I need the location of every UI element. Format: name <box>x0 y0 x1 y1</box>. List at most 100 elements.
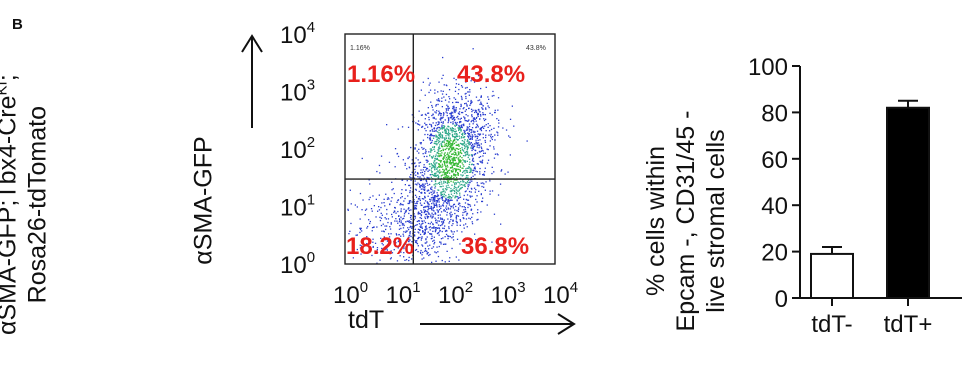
density-dot <box>493 95 494 96</box>
density-dot <box>475 127 476 128</box>
density-dot <box>468 180 469 181</box>
density-dot <box>387 199 388 200</box>
density-dot <box>448 130 449 131</box>
density-dot <box>478 147 479 148</box>
density-dot <box>422 252 423 253</box>
density-dot <box>383 231 384 232</box>
density-dot <box>474 134 475 135</box>
density-dot <box>467 91 468 92</box>
density-dot <box>494 214 495 215</box>
density-dot <box>445 207 446 208</box>
bar-y-tick-label: 100 <box>748 54 788 81</box>
density-dot <box>497 110 498 111</box>
density-dot <box>421 220 422 221</box>
density-dot <box>462 164 463 165</box>
density-dot <box>482 126 483 127</box>
density-dot <box>425 218 426 219</box>
density-dot <box>452 102 453 103</box>
density-dot <box>420 225 421 226</box>
density-dot <box>444 142 445 143</box>
density-dot <box>421 218 422 219</box>
density-dot <box>452 149 453 150</box>
density-dot <box>458 128 459 129</box>
density-dot <box>441 197 442 198</box>
density-dot <box>436 196 437 197</box>
density-dot <box>428 232 429 233</box>
density-dot <box>442 198 443 199</box>
density-dot <box>428 213 429 214</box>
density-dot <box>425 200 426 201</box>
density-dot <box>446 94 447 95</box>
density-dot <box>434 237 435 238</box>
density-dot <box>470 182 471 183</box>
density-dot <box>488 123 489 124</box>
density-dot <box>400 211 401 212</box>
density-dot <box>460 156 461 157</box>
density-dot <box>427 206 428 207</box>
density-dot <box>452 171 453 172</box>
density-dot <box>473 123 474 124</box>
density-dot <box>436 206 437 207</box>
density-dot <box>467 177 468 178</box>
density-dot <box>454 97 455 98</box>
density-dot <box>452 108 453 109</box>
density-dot <box>478 133 479 134</box>
density-dot <box>458 187 459 188</box>
density-dot <box>465 182 466 183</box>
density-dot <box>389 226 390 227</box>
density-dot <box>437 131 438 132</box>
density-dot <box>456 192 457 193</box>
density-dot <box>456 222 457 223</box>
density-dot <box>436 222 437 223</box>
density-dot <box>379 209 380 210</box>
density-dot <box>457 139 458 140</box>
density-dot <box>492 114 493 115</box>
density-dot <box>498 122 499 123</box>
density-dot <box>425 248 426 249</box>
density-dot <box>479 118 480 119</box>
density-dot <box>453 118 454 119</box>
density-dot <box>436 122 437 123</box>
density-dot <box>448 197 449 198</box>
density-dot <box>435 164 436 165</box>
density-dot <box>441 211 442 212</box>
density-dot <box>384 205 385 206</box>
density-dot <box>446 160 447 161</box>
density-dot <box>388 197 389 198</box>
density-dot <box>471 111 472 112</box>
density-dot <box>464 228 465 229</box>
density-dot <box>460 184 461 185</box>
density-dot <box>359 228 360 229</box>
density-dot <box>477 182 478 183</box>
density-dot <box>440 192 441 193</box>
density-dot <box>438 142 439 143</box>
density-dot <box>474 131 475 132</box>
density-dot <box>447 251 448 252</box>
density-dot <box>467 152 468 153</box>
density-dot <box>414 235 415 236</box>
density-dot <box>448 208 449 209</box>
density-dot <box>481 201 482 202</box>
density-dot <box>416 242 417 243</box>
density-dot <box>438 147 439 148</box>
density-dot <box>471 188 472 189</box>
density-dot <box>441 126 442 127</box>
density-dot <box>462 149 463 150</box>
density-dot <box>423 257 424 258</box>
density-dot <box>438 82 439 83</box>
density-dot <box>482 160 483 161</box>
density-dot <box>410 180 411 181</box>
density-dot <box>430 140 431 141</box>
density-dot <box>420 203 421 204</box>
density-dot <box>444 165 445 166</box>
density-dot <box>475 143 476 144</box>
density-dot <box>441 150 442 151</box>
density-dot <box>489 180 490 181</box>
density-dot <box>462 212 463 213</box>
density-dot <box>391 197 392 198</box>
density-dot <box>426 180 427 181</box>
density-dot <box>429 193 430 194</box>
density-dot <box>448 180 449 181</box>
density-dot <box>485 137 486 138</box>
density-dot <box>473 164 474 165</box>
